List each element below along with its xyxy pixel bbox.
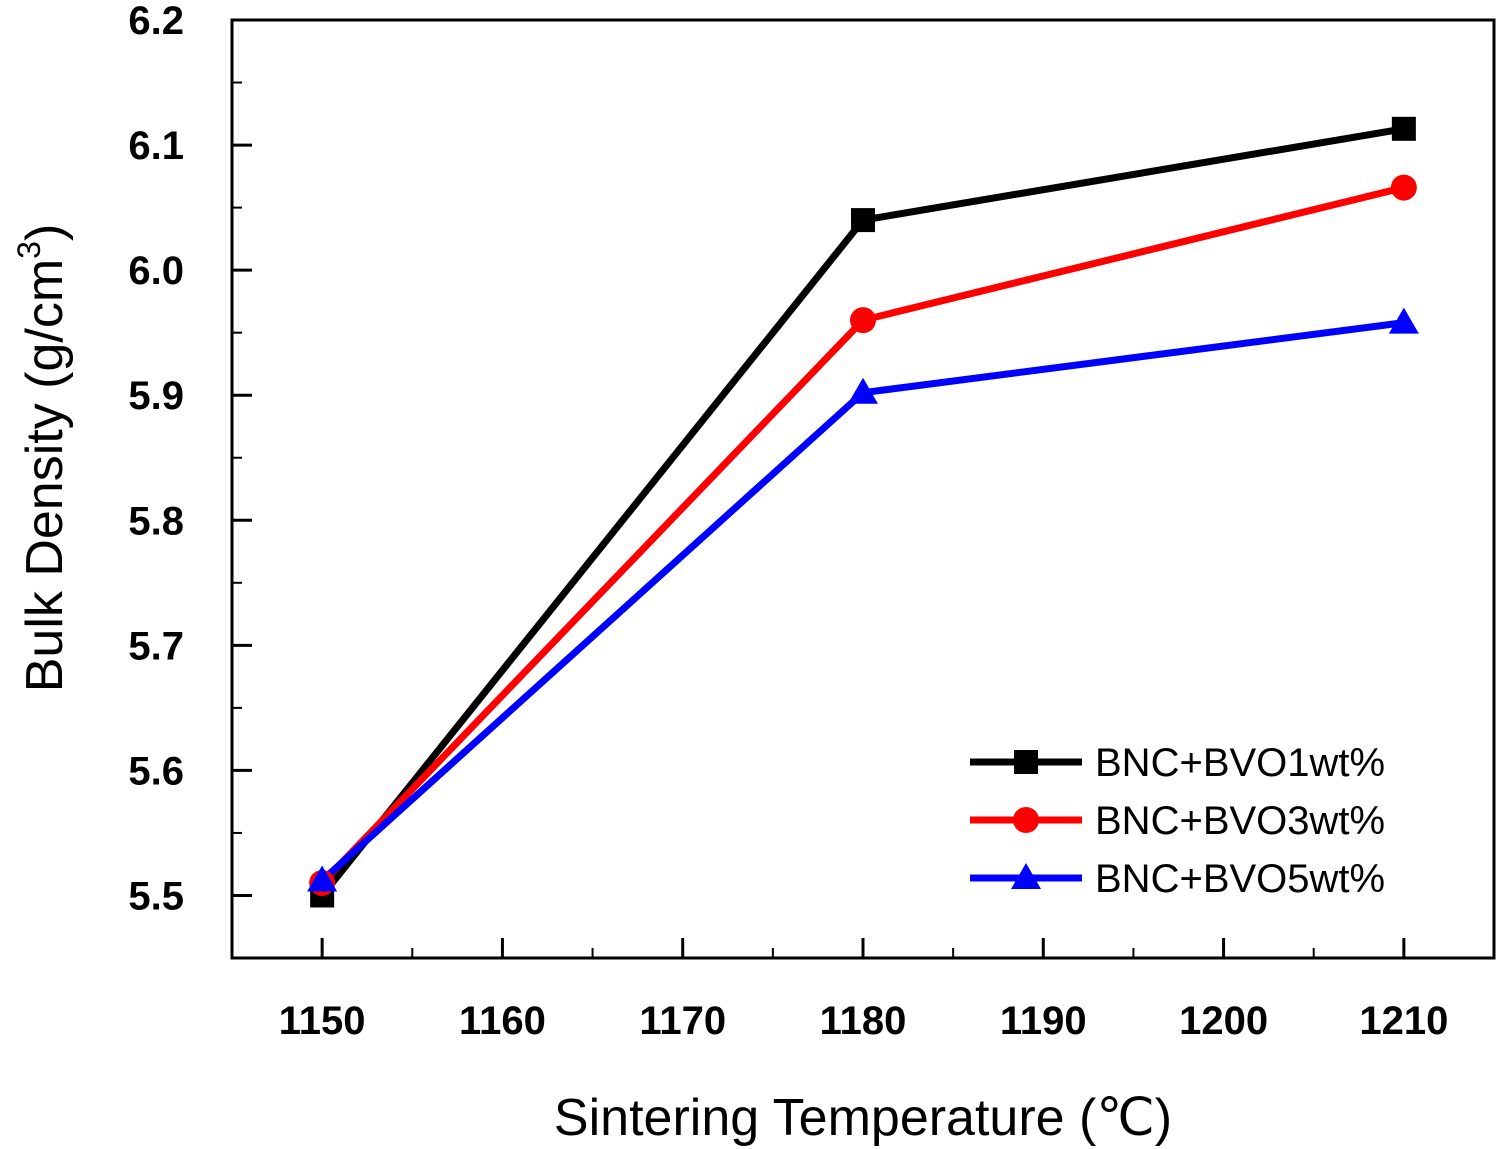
y-tick-label: 6.1 <box>128 124 184 168</box>
legend-label-bnc-bvo1wt: BNC+BVO1wt% <box>1095 741 1385 785</box>
y-tick-label: 5.6 <box>128 749 184 793</box>
x-tick-label: 1200 <box>1179 999 1268 1043</box>
x-tick-label: 1210 <box>1359 999 1448 1043</box>
y-axis-title-superscript: 3 <box>11 241 47 259</box>
data-point-bnc-bvo5wt <box>307 865 338 892</box>
legend-marker-bnc-bvo5wt <box>1011 863 1041 889</box>
y-tick-label: 5.9 <box>128 374 184 418</box>
data-point-bnc-bvo3wt <box>1390 174 1417 201</box>
series-markers <box>307 116 1419 908</box>
series-line-bnc-bvo5wt <box>319 319 1405 884</box>
x-tick-label: 1180 <box>820 999 907 1043</box>
x-tick-label: 1150 <box>279 999 366 1043</box>
axis-ticks: 1150 1160 1170 1180 1190 1200 1210 5.5 5.6 5.7 5.8… <box>128 0 1448 1043</box>
data-point-bnc-bvo5wt <box>1388 307 1419 334</box>
y-tick-label: 6.2 <box>128 0 184 43</box>
data-point-bnc-bvo3wt <box>850 307 876 334</box>
legend-marker-bnc-bvo1wt <box>1014 750 1038 774</box>
y-tick-label: 6.0 <box>128 249 184 293</box>
x-tick-label: 1190 <box>1000 999 1087 1043</box>
x-axis-title: Sintering Temperature (℃) <box>554 1089 1172 1147</box>
x-tick-label: 1160 <box>459 999 546 1043</box>
y-axis-title-main: Bulk Density (g/cm <box>16 259 74 692</box>
y-axis-title-close: ) <box>16 224 74 241</box>
legend-label-bnc-bvo5wt: BNC+BVO5wt% <box>1095 857 1385 901</box>
data-point-bnc-bvo5wt <box>848 377 878 404</box>
y-axis-title: Bulk Density (g/cm3) <box>11 224 74 693</box>
legend: BNC+BVO1wt% BNC+BVO3wt% BNC+BVO5wt% <box>970 741 1385 901</box>
data-point-bnc-bvo1wt <box>851 208 875 233</box>
data-point-bnc-bvo1wt <box>1391 116 1416 141</box>
y-tick-label: 5.5 <box>128 874 184 918</box>
x-tick-label: 1170 <box>639 999 726 1043</box>
y-tick-label: 5.7 <box>128 624 184 668</box>
legend-label-bnc-bvo3wt: BNC+BVO3wt% <box>1095 799 1385 843</box>
legend-marker-bnc-bvo3wt <box>1013 807 1039 833</box>
y-tick-label: 5.8 <box>128 499 184 543</box>
